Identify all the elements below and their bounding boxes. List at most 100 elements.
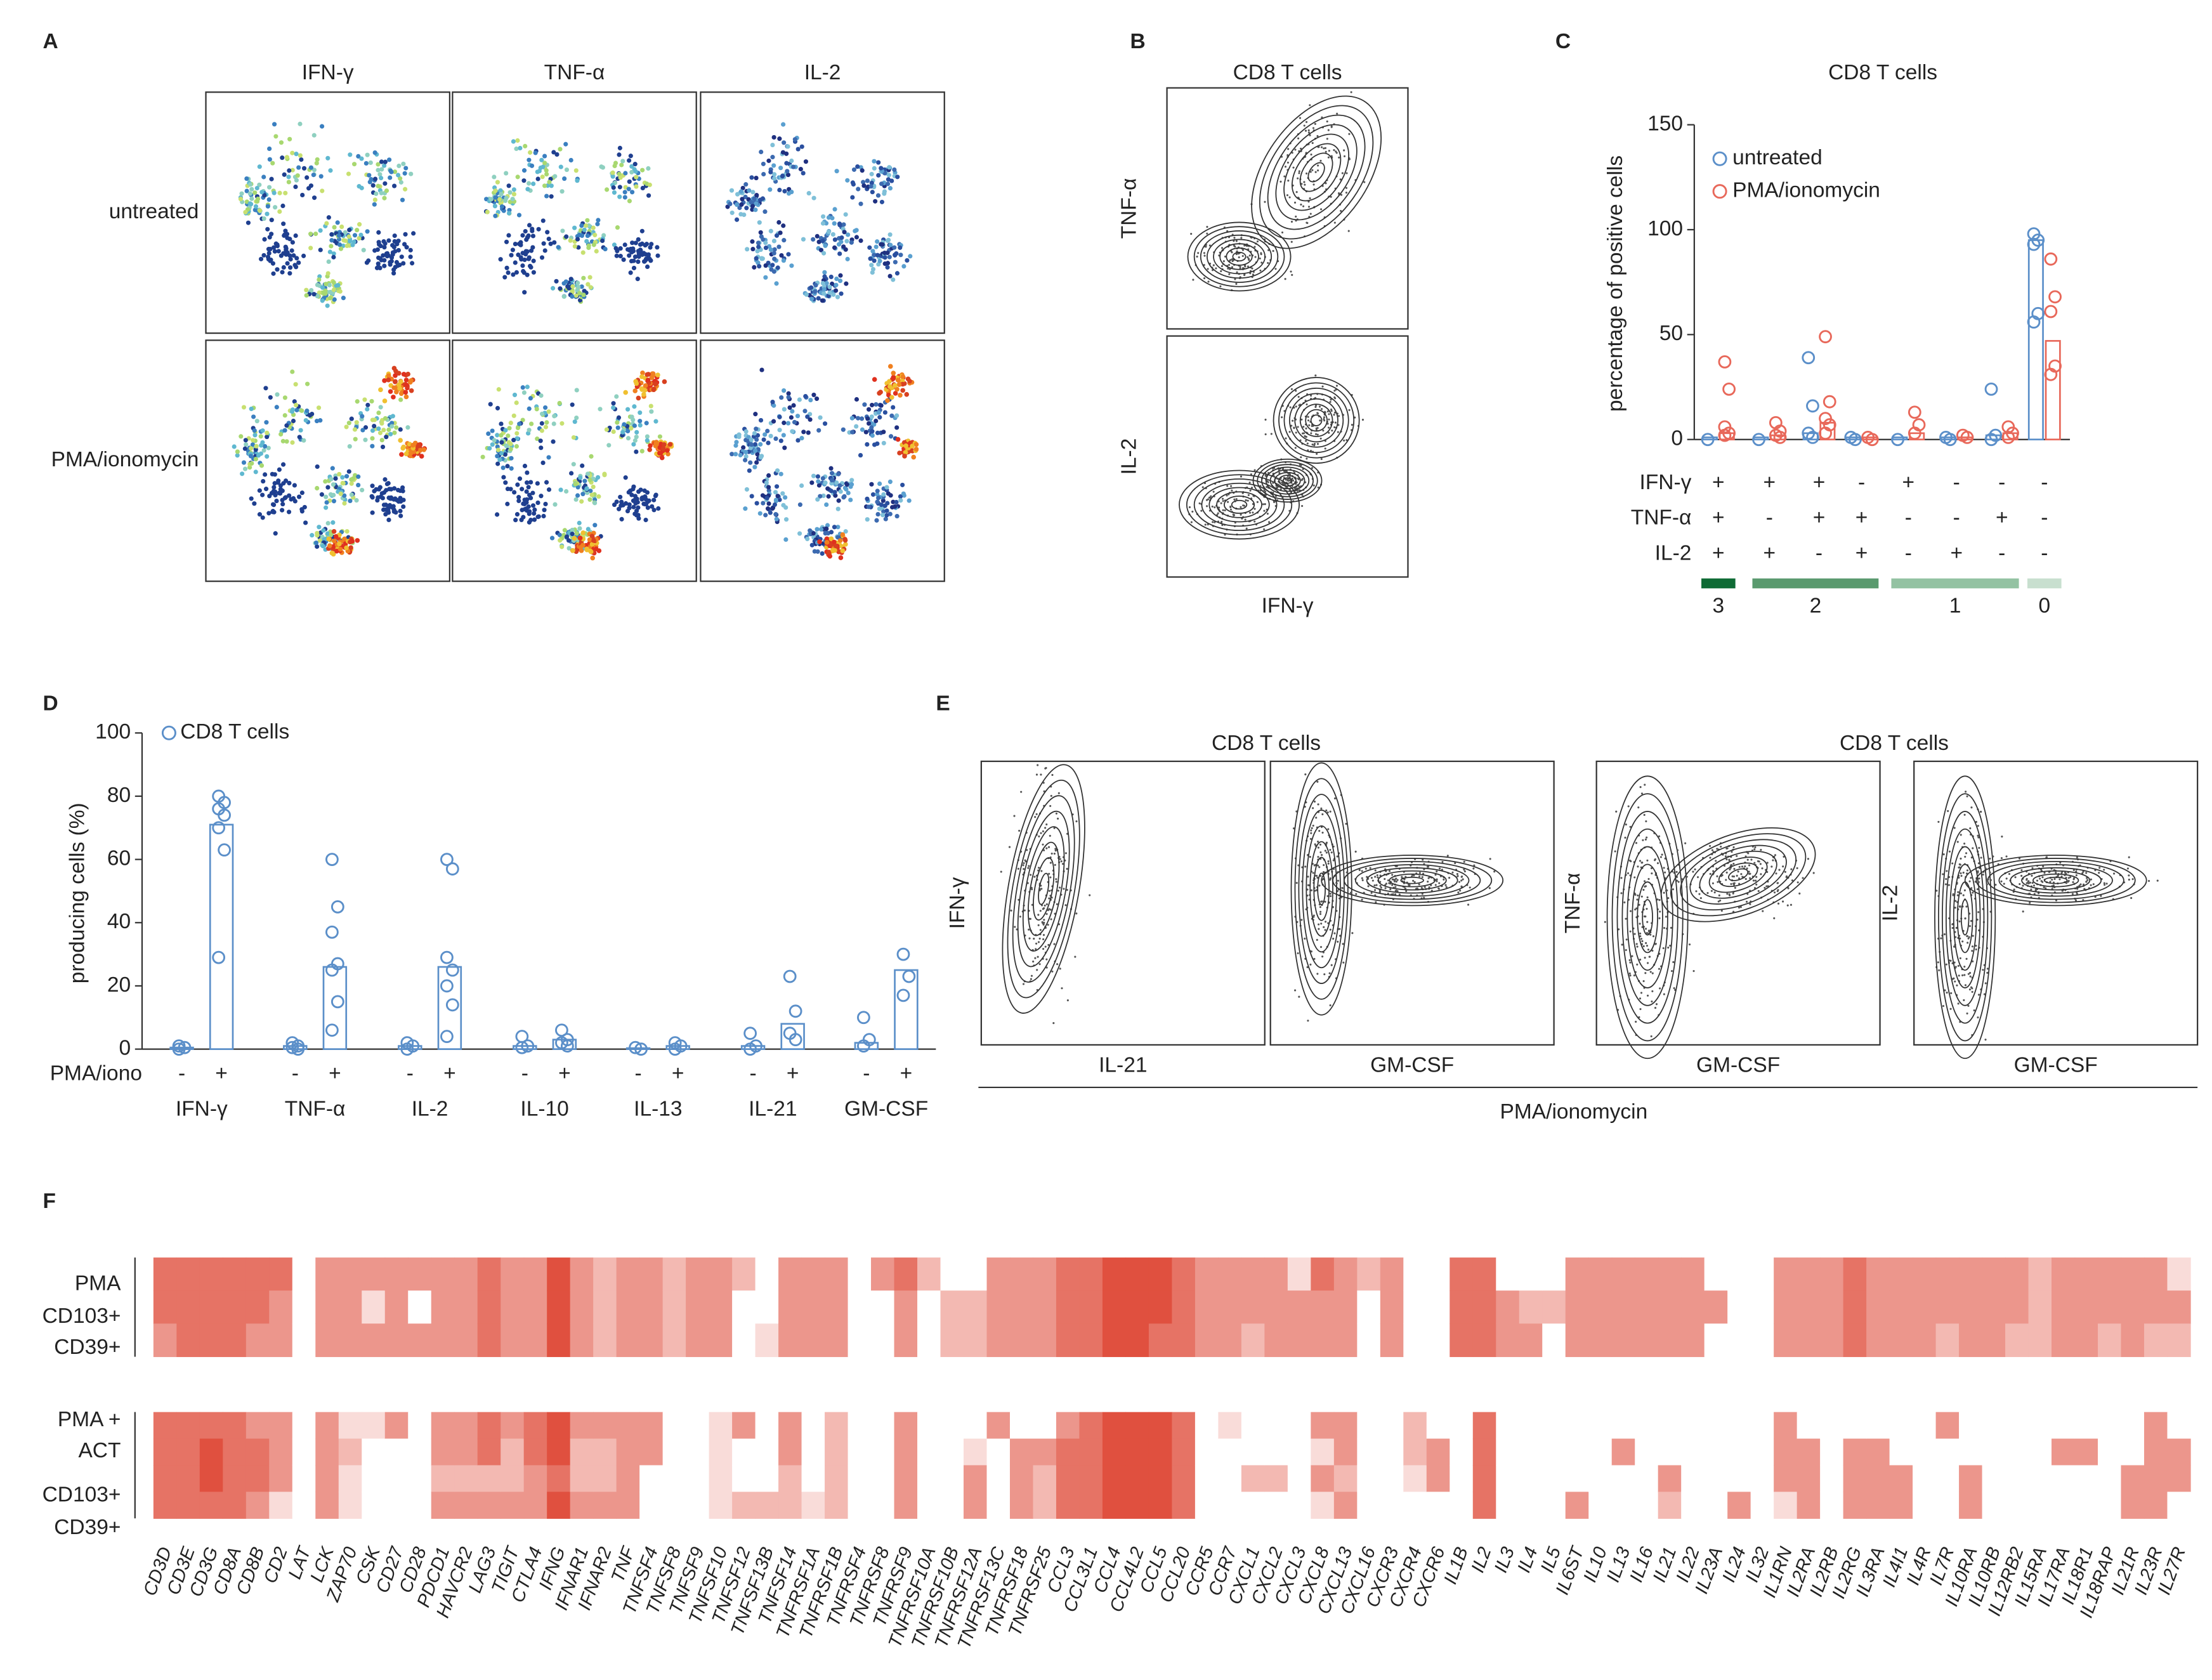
tsne-dot (275, 392, 280, 397)
tsne-dot (769, 267, 774, 272)
tsne-dot (789, 263, 794, 268)
tsne-dot (898, 253, 903, 258)
contour-dot (1212, 264, 1215, 266)
contour-dot (1971, 945, 1974, 948)
tsne-dot (516, 213, 522, 218)
tsne-frame (700, 339, 945, 582)
tsne-dot (870, 433, 875, 438)
tsne-dot (501, 208, 506, 213)
tsne-dot (539, 393, 544, 398)
tsne-dot (875, 193, 881, 198)
tsne-dot (809, 480, 815, 485)
tsne-dot (383, 159, 388, 164)
contour-dot (1651, 972, 1654, 975)
tsne-dot (370, 483, 375, 489)
tsne-dot (363, 437, 368, 442)
contour-dot (1335, 150, 1337, 153)
tsne-dot (382, 245, 387, 250)
contour-dot (1320, 146, 1323, 148)
tsne-dot (549, 183, 554, 188)
tsne-dot (766, 485, 771, 490)
tsne-dot (662, 442, 667, 447)
tsne-dot (538, 438, 543, 443)
tsne-dot (574, 416, 579, 421)
contour-dot (1343, 155, 1346, 157)
tsne-dot (768, 510, 773, 515)
tsne-dot (344, 528, 350, 534)
tsne-dot (290, 440, 295, 445)
contour-dot (1036, 969, 1038, 971)
tsne-dot (850, 430, 855, 435)
tsne-dot (832, 525, 837, 530)
contour-dot (1215, 267, 1217, 270)
tsne-dot (348, 152, 353, 157)
tsne-dot (633, 169, 638, 174)
contour-dot (1384, 877, 1386, 881)
tsne-dot (765, 506, 771, 511)
tsne-dot (662, 379, 667, 384)
tsne-dot (858, 452, 863, 458)
tsne-dot (761, 501, 766, 506)
tsne-dot (257, 208, 263, 213)
tsne-dot (527, 157, 532, 162)
tsne-dot (816, 479, 821, 484)
tsne-dot (288, 265, 293, 270)
tsne-dot (759, 256, 764, 261)
contour-line (1267, 114, 1366, 230)
contour-dot (1231, 266, 1234, 268)
tsne-dot (552, 240, 557, 245)
contour-dot (1266, 486, 1268, 489)
tsne-dot (396, 247, 401, 253)
tsne-dot (611, 185, 616, 190)
contour-dot (1989, 857, 1991, 860)
contour-dot (1272, 482, 1274, 484)
tsne-dot (546, 236, 551, 242)
tsne-dot (382, 378, 387, 383)
contour-line (1945, 828, 1985, 1006)
tsne-dot (636, 237, 641, 242)
tsne-dot (587, 478, 592, 483)
tsne-dot (265, 435, 270, 440)
contour-dot (1049, 834, 1051, 837)
contour-dot (2008, 872, 2011, 876)
tsne-dot (544, 480, 549, 485)
tsne-dot (535, 436, 540, 442)
tsne-dot (749, 442, 754, 447)
tsne-dot (634, 381, 639, 386)
contour-dot (1222, 260, 1225, 263)
contour-dot (1052, 1022, 1055, 1025)
tsne-dot (323, 479, 328, 484)
tsne-dot (325, 303, 330, 308)
tsne-dot (315, 294, 320, 299)
tsne-dot (358, 232, 363, 237)
tsne-dot (777, 136, 782, 141)
contour-dot (1338, 192, 1340, 195)
tsne-dot (261, 216, 266, 221)
contour-dot (1329, 928, 1332, 931)
contour-dot (1231, 489, 1233, 492)
contour-dot (1224, 509, 1226, 511)
panel-label: B (1130, 30, 1145, 53)
contour-dot (1639, 997, 1642, 1000)
tsne-dot (893, 391, 898, 396)
contour-dot (1329, 1004, 1332, 1007)
contour-dot (1335, 384, 1338, 387)
tsne-dot (811, 473, 816, 478)
tsne-dot (882, 261, 887, 266)
contour-dot (1369, 867, 1371, 869)
contour-line (1207, 234, 1273, 279)
tsne-dot (391, 504, 396, 509)
tsne-dot (839, 235, 844, 240)
tsne-dot (588, 285, 593, 290)
tsne-dot (754, 256, 759, 261)
tsne-dot (889, 178, 894, 183)
contour-dot (1307, 1020, 1309, 1022)
tsne-dot (783, 505, 789, 510)
tsne-dot (809, 296, 815, 301)
contour-dot (1812, 872, 1815, 874)
contour-dot (1044, 904, 1046, 907)
tsne-dot (809, 285, 814, 290)
contour-dot (1316, 938, 1318, 942)
contour-dot (1227, 263, 1231, 266)
tsne-dot (865, 178, 870, 183)
